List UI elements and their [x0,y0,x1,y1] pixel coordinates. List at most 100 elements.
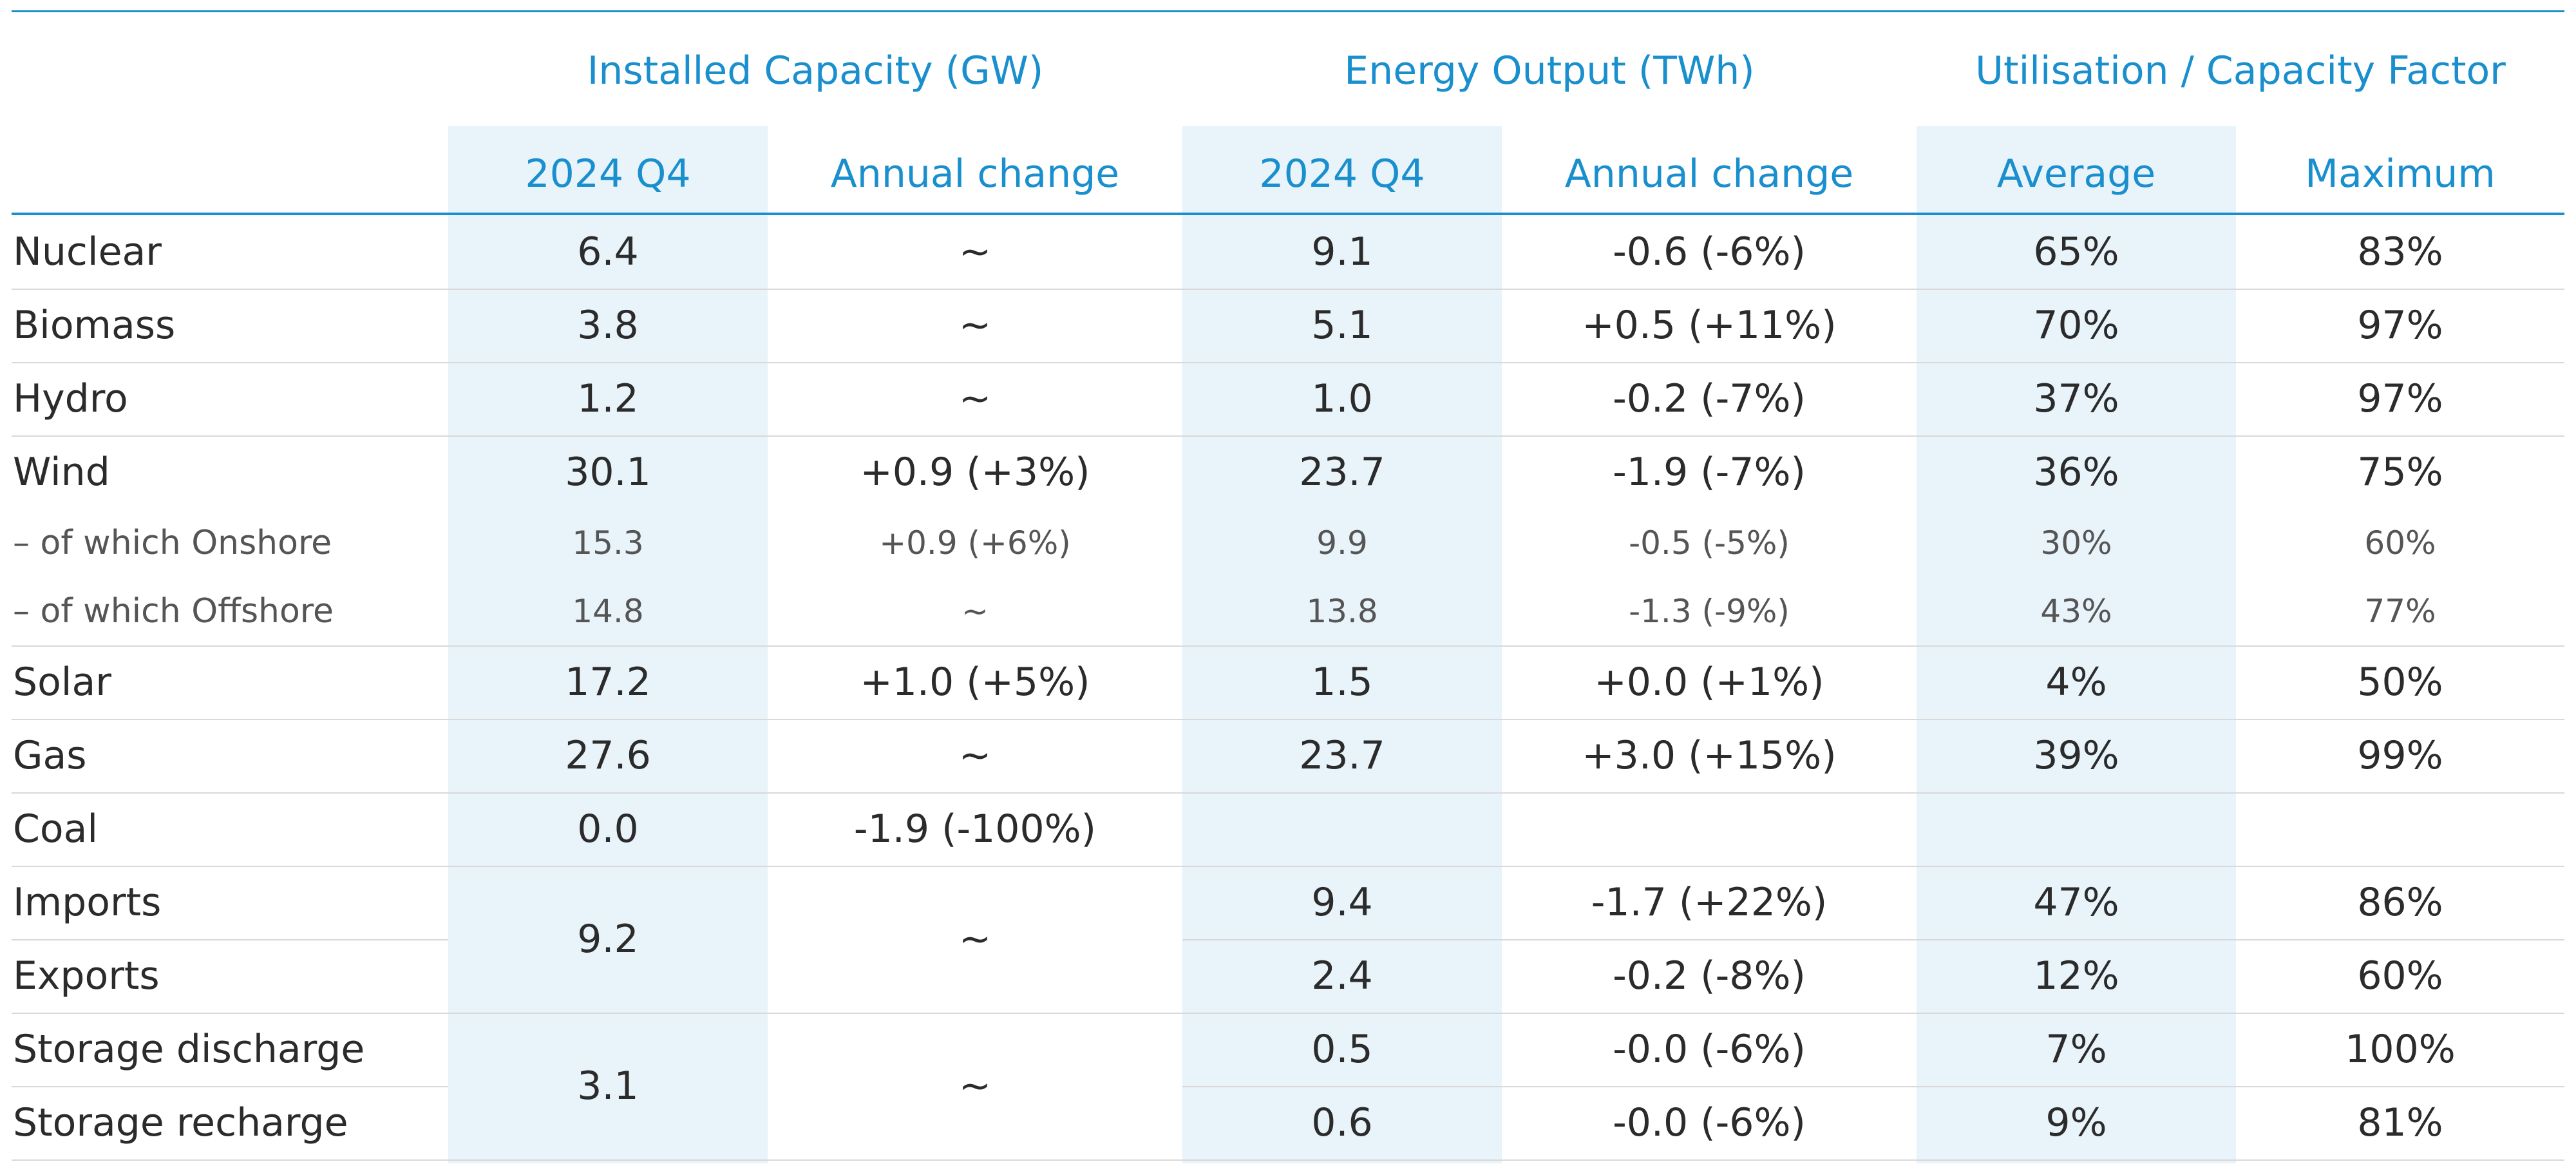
cell-out-change: -0.2 (-8%) [1613,953,1806,998]
cell-label: Solar [13,660,111,705]
cell-max: 60% [2364,524,2436,562]
cell-out-change: +0.5 (+11%) [1582,303,1837,348]
subheader-output-change: Annual change [1564,151,1854,196]
subheader-capacity-change: Annual change [830,151,1120,196]
cell-max: 86% [2357,880,2443,925]
cell-out-change: -1.3 (-9%) [1629,593,1790,630]
cell-out-change: +3.0 (+15%) [1582,733,1837,778]
cell-cap-change: +1.0 (+5%) [860,660,1090,705]
cell-cap-change: ~ [958,303,992,348]
cell-cap: 17.2 [565,660,651,705]
average-shade [1917,126,2236,1163]
cell-out-change [1502,792,1917,866]
cell-out: 9.1 [1311,229,1373,274]
cell-max: 50% [2357,660,2443,705]
cell-max: 100% [2345,1027,2456,1072]
cell-label: Hydro [13,376,128,421]
cell-out-change: -0.6 (-6%) [1613,229,1806,274]
cell-max: 97% [2357,303,2443,348]
cell-out-change: +0.0 (+1%) [1594,660,1824,705]
cell-cap: 9.2 [577,917,639,962]
cell-cap-change: ~ [958,917,992,962]
cell-out: 1.5 [1311,660,1373,705]
cell-label: – of which Offshore [13,592,334,631]
cell-out [1182,792,1502,866]
row-divider [12,1013,2564,1014]
cell-avg: 37% [2033,376,2119,421]
cell-label: Biomass [13,303,176,348]
row-divider [12,362,2564,363]
cell-out: 0.6 [1311,1100,1373,1145]
subheader-average: Average [1996,151,2156,196]
cell-avg: 70% [2033,303,2119,348]
cell-label: Storage recharge [13,1100,348,1145]
cell-cap-change: -1.9 (-100%) [853,806,1097,852]
cell-cap-change: ~ [958,1063,992,1109]
cell-out: 23.7 [1299,450,1385,495]
cell-cap: 3.8 [577,303,639,348]
row-divider [12,1159,2564,1161]
subheader-maximum: Maximum [2305,151,2496,196]
row-divider [12,792,2564,794]
cell-cap-change: ~ [958,229,992,274]
cell-out-change: -0.5 (-5%) [1629,524,1790,562]
cell-avg: 47% [2033,880,2119,925]
cell-out-change: -1.7 (+22%) [1591,880,1828,925]
cell-avg: 7% [2045,1027,2107,1072]
cell-cap-change: +0.9 (+3%) [860,450,1090,495]
cell-cap: 15.3 [572,524,644,562]
cell-max: 77% [2364,593,2436,630]
cell-out: 2.4 [1311,953,1373,998]
row-divider [12,866,2564,867]
cell-cap-change: ~ [961,593,989,630]
row-divider [12,435,2564,437]
cell-out: 0.5 [1311,1027,1373,1072]
cell-cap: 3.1 [577,1063,639,1109]
group-header-output: Energy Output (TWh) [1344,48,1755,93]
cell-max: 99% [2357,733,2443,778]
output-q4-shade [1182,126,1502,1163]
cell-avg [1917,792,2236,866]
cell-label: Gas [13,733,87,778]
cell-avg: 12% [2033,953,2119,998]
cell-out-change: -0.0 (-6%) [1613,1027,1806,1072]
cell-max: 81% [2357,1100,2443,1145]
cell-out: 13.8 [1306,593,1378,630]
cell-label: Coal [13,806,99,852]
group-header-utilisation: Utilisation / Capacity Factor [1975,48,2506,93]
subheader-output-q4: 2024 Q4 [1259,151,1425,196]
cell-cap: 27.6 [565,733,651,778]
cell-label: Nuclear [13,229,162,274]
cell-avg: 36% [2033,450,2119,495]
cell-label: Storage discharge [13,1027,365,1072]
cell-cap: 6.4 [577,229,639,274]
row-divider [12,719,2564,720]
cell-avg: 43% [2040,593,2112,630]
cell-cap: 30.1 [565,450,651,495]
row-divider [12,289,2564,290]
cell-cap-change: ~ [958,376,992,421]
group-header-capacity: Installed Capacity (GW) [587,48,1044,93]
cell-out: 23.7 [1299,733,1385,778]
cell-label: Imports [13,880,162,925]
cell-max [2236,792,2564,866]
capacity-q4-shade [448,126,768,1163]
cell-cap: 0.0 [577,806,639,852]
cell-avg: 65% [2033,229,2119,274]
cell-max: 83% [2357,229,2443,274]
cell-label: Exports [13,953,160,998]
subheader-capacity-q4: 2024 Q4 [525,151,691,196]
cell-avg: 4% [2045,660,2107,705]
cell-cap-change: +0.9 (+6%) [879,524,1071,562]
cell-avg: 39% [2033,733,2119,778]
cell-out: 1.0 [1311,376,1373,421]
cell-out: 9.4 [1311,880,1373,925]
cell-cap: 1.2 [577,376,639,421]
cell-out: 5.1 [1311,303,1373,348]
cell-cap-change: ~ [958,733,992,778]
cell-out-change: -0.2 (-7%) [1613,376,1806,421]
cell-label: Wind [13,450,110,495]
header-rule [12,213,2564,215]
top-rule [12,10,2564,12]
